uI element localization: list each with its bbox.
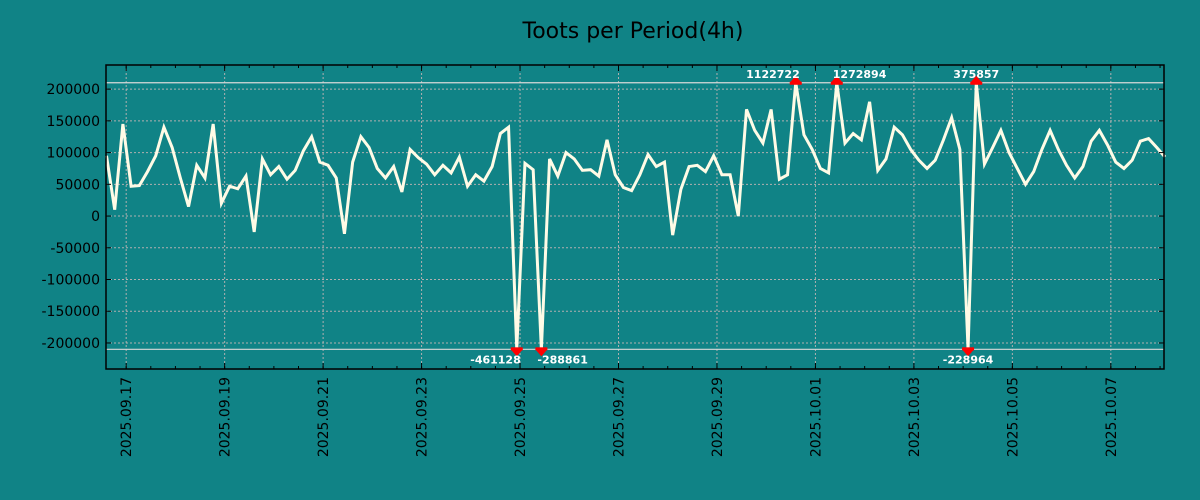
marker-bar: [962, 347, 975, 351]
x-tick-label: 2025.09.23: [415, 377, 431, 457]
x-tick-label: 2025.10.07: [1104, 377, 1120, 457]
clip-lines: [106, 82, 1164, 350]
annotation-label: 1272894: [833, 68, 887, 81]
annotation-label: -461128: [470, 353, 521, 366]
annotation-label: -288861: [537, 353, 588, 366]
chart-title: Toots per Period(4h): [522, 19, 744, 44]
y-tick-label: 100000: [47, 146, 100, 162]
y-tick-label: 50000: [55, 177, 100, 193]
annotations: -461128 -288861 1122722 1272894 -228964 37585…: [470, 68, 999, 367]
grid: [106, 65, 1164, 369]
x-tick-label: 2025.09.19: [218, 377, 234, 457]
series: [105, 82, 1167, 350]
marker-down: [535, 349, 548, 357]
marker-down: [510, 349, 523, 357]
marker-bar: [510, 347, 523, 351]
series-line: [105, 82, 1167, 350]
marker-bar: [789, 81, 802, 85]
y-tick-label: -50000: [50, 241, 100, 257]
x-tick-label: 2025.09.25: [513, 377, 529, 457]
axes: -200000 -150000 -100000 -50000 0 50000 100000 1…: [42, 64, 1165, 457]
x-tick-label: 2025.09.29: [710, 377, 726, 457]
x-tick-label: 2025.10.03: [907, 377, 923, 457]
y-tick-label: 0: [91, 209, 100, 225]
annotation-label: -228964: [943, 353, 994, 366]
x-tick-label: 2025.10.05: [1005, 377, 1021, 457]
y-tick-label: 150000: [47, 114, 100, 130]
marker-bar: [970, 81, 983, 85]
marker-up: [830, 75, 843, 83]
marker-up: [789, 75, 802, 83]
marker-bar: [830, 81, 843, 85]
annotation-label: 1122722: [746, 68, 800, 81]
x-tick-label: 2025.10.01: [808, 377, 824, 457]
marker-up: [970, 75, 983, 83]
y-tick-label: -200000: [42, 336, 101, 352]
annotation-label: 375857: [953, 68, 999, 81]
y-tick-label: 200000: [47, 82, 100, 98]
x-tick-label: 2025.09.21: [316, 377, 332, 457]
y-tick-label: -150000: [42, 304, 101, 320]
y-tick-label: -100000: [42, 273, 101, 289]
marker-down: [962, 349, 975, 357]
x-tick-label: 2025.09.27: [612, 377, 628, 457]
x-tick-label: 2025.09.17: [119, 377, 135, 457]
plot-frame: [105, 64, 1165, 370]
marker-bar: [535, 347, 548, 351]
